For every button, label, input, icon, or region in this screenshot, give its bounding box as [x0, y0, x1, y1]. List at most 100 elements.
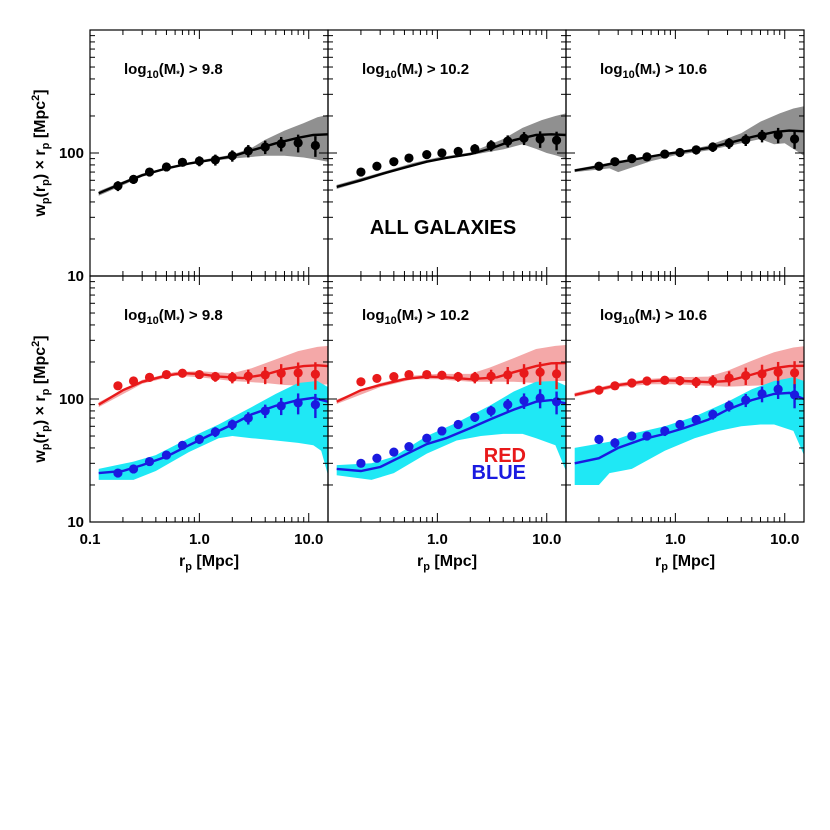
data-point-blue	[627, 431, 637, 441]
data-point-all	[594, 161, 604, 171]
data-point-all	[422, 150, 432, 160]
x-axis-title: rp [Mpc]	[179, 553, 239, 573]
data-point-all	[260, 142, 270, 152]
data-point-all	[356, 167, 366, 177]
x-tick-label: 0.1	[80, 531, 101, 548]
data-point-blue	[519, 396, 529, 406]
band-blue	[336, 381, 566, 480]
data-point-red	[551, 369, 562, 379]
data-point-blue	[437, 426, 447, 436]
data-point-all	[276, 139, 286, 149]
data-point-red	[310, 369, 320, 379]
data-point-blue	[128, 464, 139, 474]
data-point-blue	[453, 419, 463, 430]
data-point-blue	[610, 438, 620, 448]
panel-mass-label: log10(M*) > 10.2	[362, 307, 469, 327]
data-point-blue	[486, 406, 496, 416]
data-point-red	[276, 368, 286, 378]
panel-ticks	[327, 30, 566, 277]
data-point-blue	[773, 384, 783, 394]
data-point-red	[210, 372, 220, 382]
data-point-blue	[470, 412, 480, 422]
data-point-all	[642, 152, 652, 162]
band-all	[98, 114, 328, 196]
data-point-red	[144, 372, 155, 382]
y-tick-label: 10	[67, 514, 84, 531]
data-point-red	[724, 373, 734, 383]
panel-r0-c2: log10(M*) > 10.6	[565, 29, 805, 277]
data-point-blue	[260, 406, 270, 416]
data-point-red	[789, 368, 800, 378]
y-tick-label: 10	[67, 268, 84, 285]
data-point-blue	[389, 447, 399, 457]
data-point-blue	[724, 401, 734, 411]
data-point-blue	[660, 426, 670, 436]
data-point-blue	[161, 450, 172, 460]
data-point-all	[310, 140, 320, 151]
data-point-all	[243, 146, 253, 156]
data-point-all	[453, 146, 463, 157]
panel-r0-c1: log10(M*) > 10.2 ALL GALAXIES	[327, 29, 567, 277]
data-point-red	[161, 369, 172, 380]
x-tick-label: 10.0	[532, 531, 561, 548]
data-point-blue	[177, 440, 188, 450]
panel-plot-area	[98, 345, 328, 480]
data-point-all	[389, 157, 399, 167]
panels-layer: log10(M*) > 9.8 log10(M*) > 10.2 ALL GALAX…	[89, 29, 805, 523]
y-axis-title: wp(rp) × rp [Mpc2]	[30, 335, 52, 463]
band-all	[574, 106, 804, 173]
x-axis-title: rp [Mpc]	[417, 553, 477, 573]
data-point-red	[757, 369, 767, 379]
data-point-all	[177, 157, 188, 167]
data-point-blue	[356, 458, 366, 468]
data-point-red	[437, 370, 447, 380]
data-point-all	[503, 136, 513, 146]
data-point-all	[627, 154, 637, 164]
panel-r1-c0: log10(M*) > 9.8	[89, 275, 329, 523]
data-point-red	[372, 373, 382, 384]
data-point-red	[293, 368, 303, 378]
data-point-all	[210, 155, 220, 165]
data-point-red	[404, 369, 414, 380]
panel-mass-label: log10(M*) > 10.6	[600, 307, 707, 327]
data-point-blue	[691, 415, 701, 425]
panel-mass-label: log10(M*) > 10.2	[362, 61, 469, 81]
data-point-red	[642, 376, 652, 386]
annotation-blue: BLUE	[472, 462, 526, 484]
x-tick-label: 10.0	[770, 531, 799, 548]
data-point-all	[773, 130, 783, 140]
data-point-all	[113, 181, 123, 191]
data-point-red	[470, 372, 480, 382]
data-point-all	[708, 142, 718, 152]
data-point-blue	[642, 431, 652, 441]
data-point-blue	[675, 419, 685, 430]
x-tick-label: 1.0	[427, 531, 448, 548]
data-point-all	[227, 151, 237, 161]
y-tick-label: 100	[59, 391, 84, 408]
data-point-red	[675, 376, 685, 386]
data-point-red	[691, 377, 701, 387]
data-point-red	[243, 371, 253, 381]
data-point-all	[519, 133, 529, 143]
data-point-all	[293, 138, 303, 148]
model-line-all	[98, 133, 328, 195]
panel-mass-label: log10(M*) > 10.6	[600, 61, 707, 81]
data-point-red	[113, 381, 123, 391]
data-point-red	[128, 376, 139, 386]
data-point-all	[660, 149, 670, 159]
panel-ticks	[565, 276, 804, 523]
data-point-blue	[372, 453, 382, 463]
data-point-all	[161, 162, 172, 172]
data-point-all	[486, 140, 496, 151]
data-point-blue	[293, 398, 303, 408]
data-point-red	[627, 378, 637, 388]
data-point-all	[741, 135, 751, 145]
data-point-blue	[227, 419, 237, 430]
data-point-blue	[113, 468, 123, 478]
data-point-blue	[144, 456, 155, 467]
data-point-all	[675, 147, 685, 158]
axis-text-layer: 10 100 10 100 0.1 1.0 10.0 rp [Mpc] 1.0 10.0 rp [M…	[30, 89, 799, 573]
data-point-blue	[708, 409, 718, 419]
